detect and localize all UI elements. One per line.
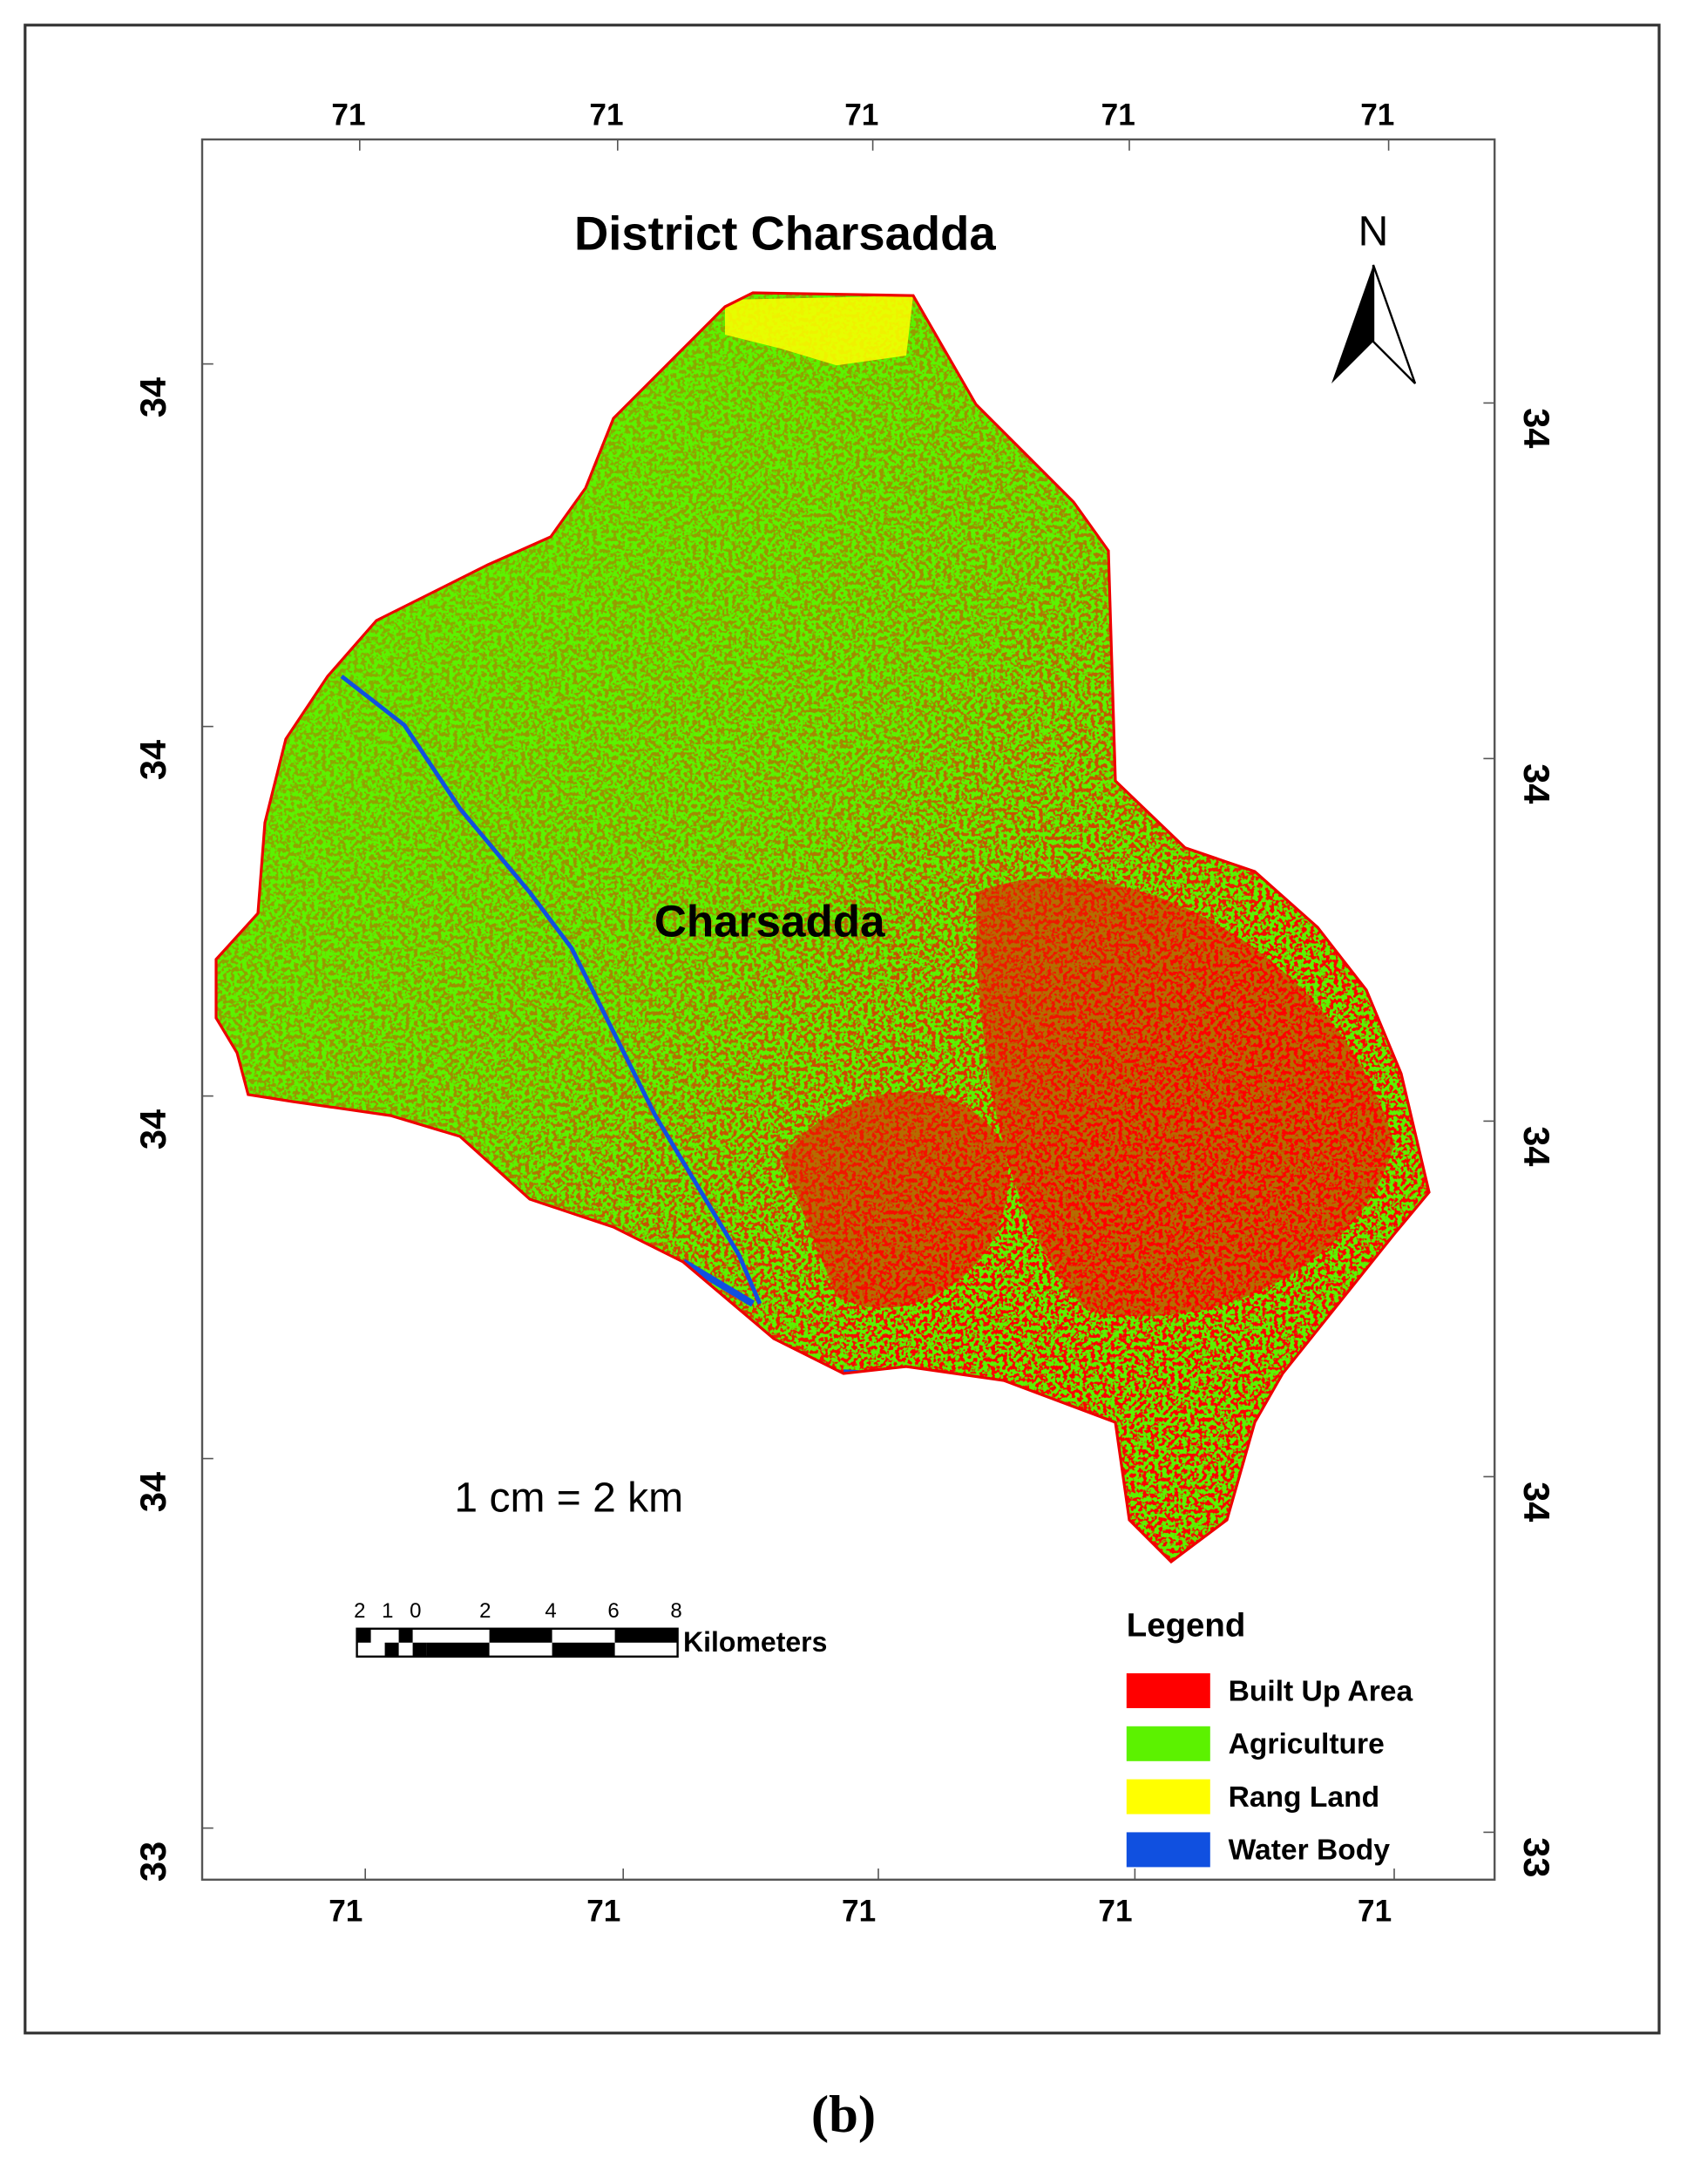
longitude-label: 71	[1358, 1894, 1392, 1928]
latitude-label: 33	[1516, 1837, 1557, 1877]
legend-label: Agriculture	[1229, 1728, 1385, 1760]
latitude-label: 34	[1516, 1482, 1557, 1522]
scale-bar-label: 2	[354, 1599, 365, 1623]
scale-bar-label: 6	[607, 1599, 619, 1623]
legend-label: Water Body	[1229, 1835, 1391, 1867]
longitude-label: 71	[842, 1894, 876, 1928]
scale-bar-block	[426, 1642, 490, 1657]
place-label: Charsadda	[654, 896, 885, 946]
scale-bar-block	[412, 1642, 427, 1657]
scale-bar-block	[489, 1628, 552, 1643]
river	[340, 675, 762, 1305]
scale-bar-block	[356, 1628, 371, 1643]
longitude-label: 71	[589, 98, 623, 132]
legend-title: Legend	[1127, 1606, 1246, 1644]
legend-swatch	[1126, 1779, 1210, 1814]
latitude-label: 33	[132, 1841, 173, 1882]
water-body	[681, 1258, 755, 1307]
latitude-label: 34	[132, 740, 173, 780]
scale-bar-block	[384, 1642, 399, 1657]
north-arrow	[1331, 265, 1373, 383]
latitude-label: 34	[1516, 1126, 1557, 1166]
longitude-label: 71	[331, 98, 365, 132]
legend: Legend Built Up Area Agriculture Rang Land…	[1126, 1606, 1413, 1868]
north-label: N	[1358, 208, 1389, 254]
scale-text: 1 cm = 2 km	[454, 1475, 683, 1521]
legend-swatch	[1126, 1832, 1210, 1868]
legend-swatch	[1126, 1726, 1210, 1761]
longitude-label: 71	[586, 1894, 620, 1928]
rangeland-patch	[725, 295, 913, 366]
scale-bar-label: 2	[479, 1599, 491, 1623]
latitude-label: 34	[132, 1109, 173, 1150]
longitude-label: 71	[1360, 98, 1394, 132]
scale-bar-block	[398, 1628, 413, 1643]
scale-bar-block	[552, 1642, 615, 1657]
scale-bar-label: 4	[545, 1599, 556, 1623]
latitude-label: 34	[132, 1472, 173, 1512]
legend-label: Rang Land	[1229, 1781, 1380, 1814]
latitude-label: 34	[1516, 408, 1557, 448]
scale-bar-label: 8	[670, 1599, 681, 1623]
scale-unit: Kilometers	[683, 1626, 827, 1658]
map-title: District Charsadda	[574, 207, 996, 260]
caption: (b)	[811, 2086, 876, 2144]
outer-frame	[24, 24, 1661, 2035]
north-arrow	[1372, 264, 1417, 384]
latitude-label: 34	[1516, 763, 1557, 804]
latitude-label: 34	[132, 377, 173, 417]
longitude-label: 71	[329, 1894, 362, 1928]
longitude-label: 71	[844, 98, 878, 132]
longitude-label: 71	[1098, 1894, 1132, 1928]
longitude-label: 71	[1101, 98, 1135, 132]
scale-bar-label: 0	[410, 1599, 421, 1623]
legend-swatch	[1126, 1673, 1210, 1708]
built-up-core	[781, 878, 1394, 1317]
scale-bar-label: 1	[382, 1599, 393, 1623]
legend-label: Built Up Area	[1229, 1675, 1413, 1707]
scale-bar-block	[614, 1628, 678, 1643]
